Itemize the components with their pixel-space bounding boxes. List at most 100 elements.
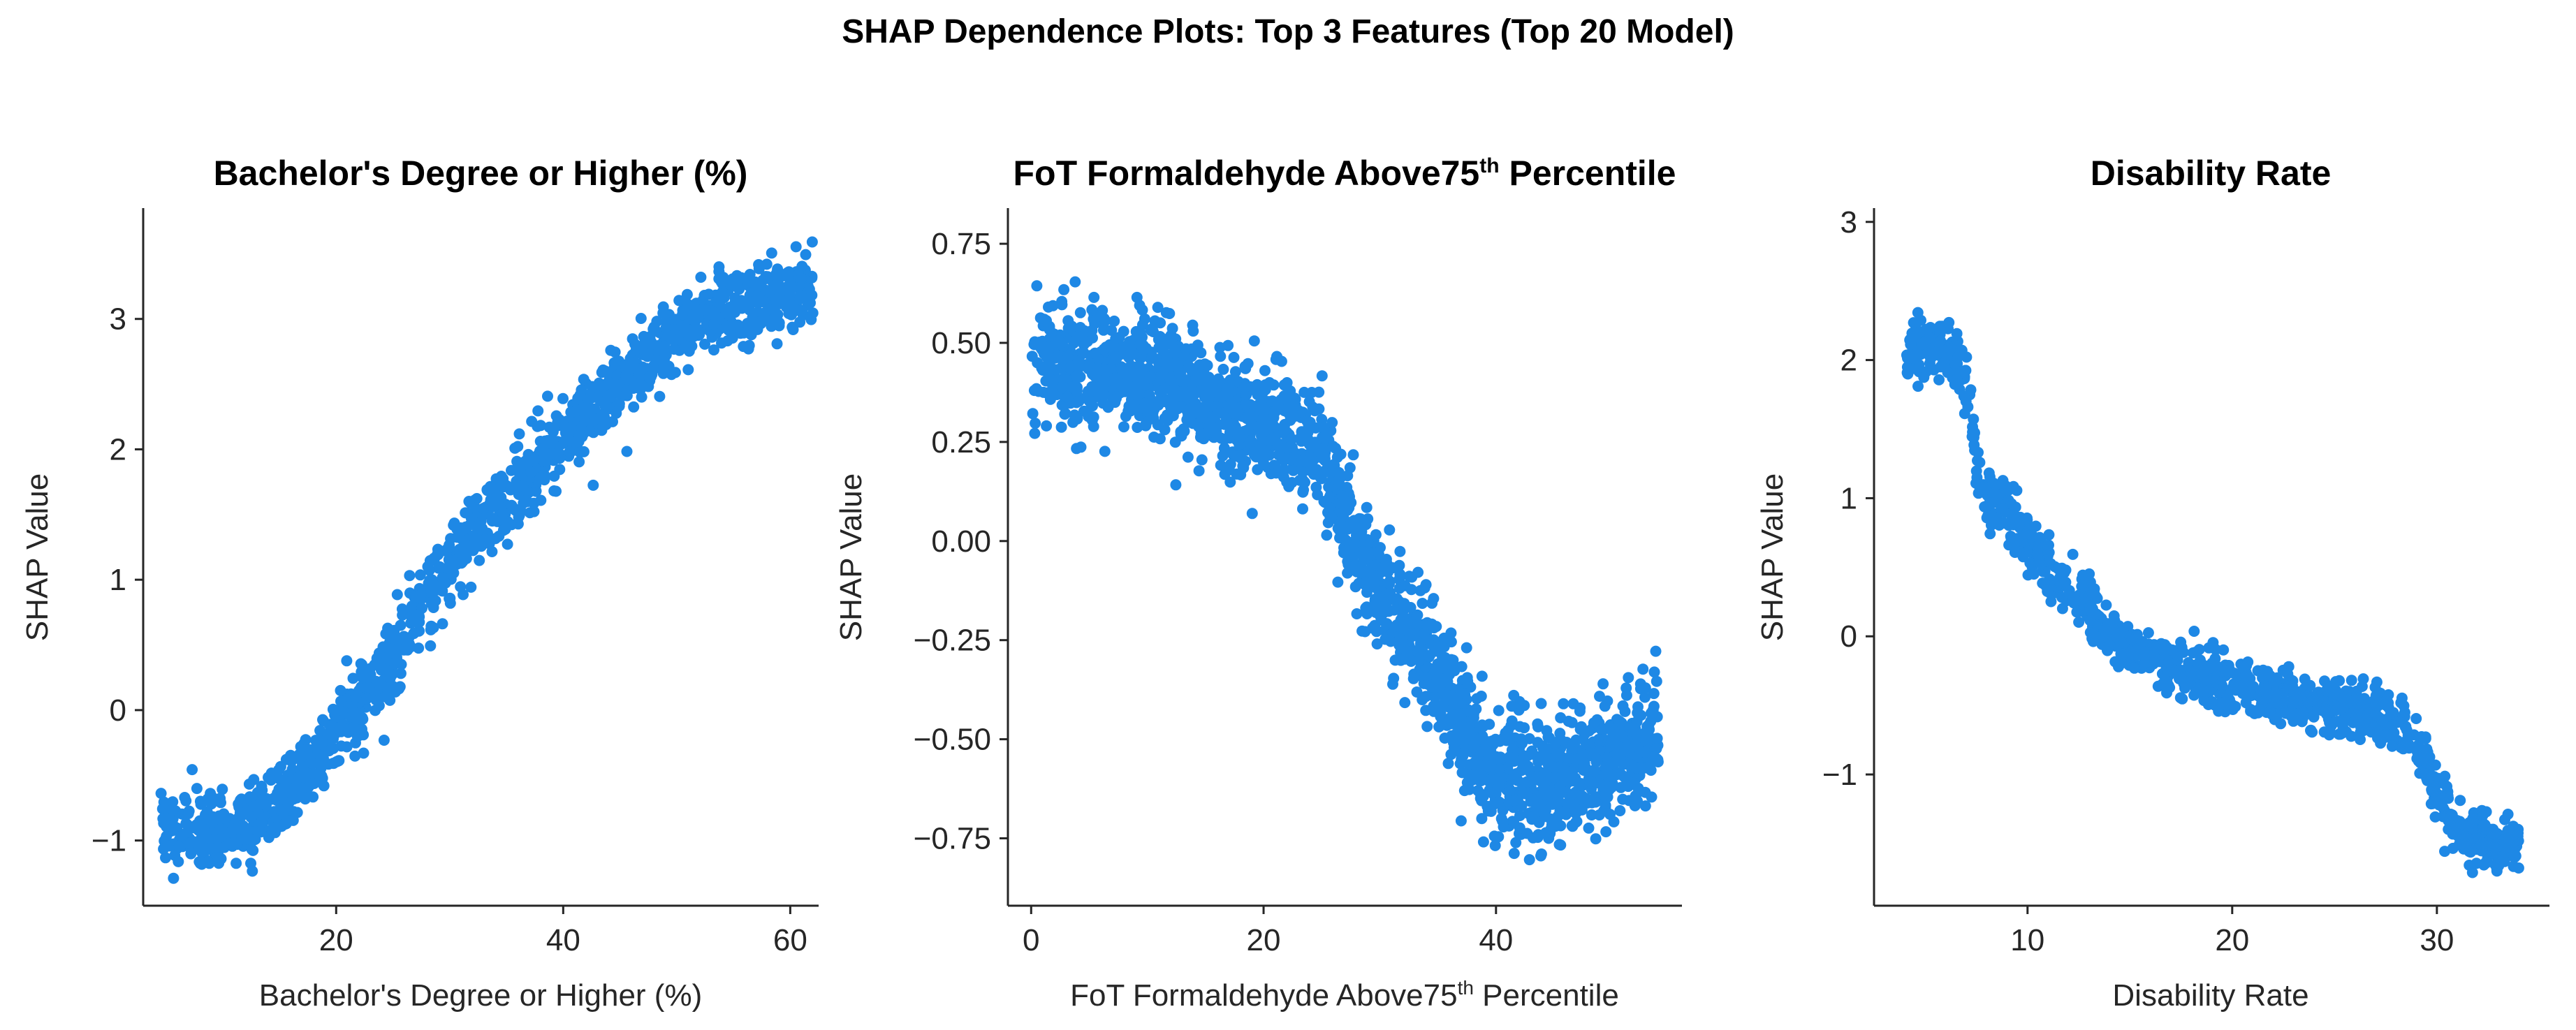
scatter-point [2475, 839, 2487, 851]
scatter-point [1380, 554, 1392, 565]
scatter-point [1031, 280, 1043, 292]
scatter-point [1618, 758, 1630, 770]
scatter-point [2479, 819, 2491, 831]
scatter-point [2257, 669, 2269, 681]
scatter-point [300, 734, 312, 746]
scatter-point [350, 712, 362, 724]
scatter-point [1275, 355, 1287, 367]
scatter-point [1106, 325, 1118, 336]
scatter-point [1237, 460, 1249, 472]
scatter-point [2252, 707, 2264, 719]
scatter-point [1156, 369, 1168, 381]
scatter-point [1218, 442, 1230, 454]
scatter-point [1494, 763, 1505, 774]
scatter-point [543, 421, 555, 433]
scatter-point [580, 402, 592, 413]
scatter-point [2454, 795, 2466, 807]
scatter-point [1645, 765, 1657, 776]
scatter-point [255, 826, 267, 838]
scatter-point [2371, 676, 2383, 688]
scatter-point [606, 388, 617, 400]
scatter-point [1463, 759, 1475, 771]
x-axis-label: FoT Formaldehyde Above75th Percentile [1070, 977, 1619, 1013]
scatter-point [1537, 775, 1549, 787]
scatter-point [2207, 637, 2219, 649]
scatter-point [1650, 645, 1662, 657]
scatter-point [1370, 626, 1382, 638]
scatter-point [1166, 385, 1178, 397]
scatter-point [1631, 762, 1643, 774]
scatter-point [699, 338, 710, 350]
scatter-point [1222, 390, 1234, 402]
scatter-point [2441, 781, 2453, 793]
scatter-point [1297, 406, 1309, 418]
scatter-point [1165, 374, 1177, 385]
scatter-point [1078, 347, 1090, 359]
scatter-point [1936, 323, 1948, 335]
y-tick-label: 0.75 [931, 227, 991, 261]
scatter-point [1458, 785, 1470, 797]
scatter-point [525, 466, 536, 478]
scatter-point [517, 480, 529, 492]
scatter-point [1215, 351, 1227, 362]
scatter-point [1327, 441, 1339, 453]
scatter-point [497, 473, 509, 485]
scatter-point [1219, 434, 1231, 445]
scatter-point [1387, 562, 1399, 574]
scatter-point [2357, 673, 2369, 685]
scatter-point [1561, 797, 1573, 809]
scatter-point [1516, 754, 1527, 766]
x-tick-label: 20 [319, 923, 353, 957]
scatter-point [1597, 678, 1609, 690]
scatter-point [2188, 626, 2200, 637]
scatter-point [1280, 393, 1291, 405]
scatter-point [1997, 503, 2009, 515]
scatter-point [2333, 728, 2345, 740]
scatter-point [732, 319, 744, 331]
scatter-point [2376, 715, 2388, 727]
scatter-point [2237, 688, 2248, 699]
scatter-point [1461, 672, 1473, 684]
scatter-point [1125, 343, 1137, 355]
scatter-point [1107, 338, 1119, 350]
scatter-point [1380, 598, 1391, 610]
scatter-point [1196, 454, 1208, 466]
scatter-point [1217, 363, 1229, 375]
scatter-point [1131, 291, 1143, 303]
scatter-point [1283, 480, 1295, 492]
scatter-point [1404, 628, 1416, 640]
scatter-point [415, 589, 427, 601]
scatter-point [1412, 609, 1424, 621]
scatter-point [2426, 783, 2438, 795]
scatter-point [1493, 705, 1505, 716]
scatter-point [2346, 730, 2357, 742]
scatter-point [2326, 717, 2338, 729]
scatter-point [1509, 795, 1521, 807]
scatter-point [1281, 377, 1293, 388]
scatter-point [2084, 615, 2096, 626]
scatter-point [610, 407, 622, 419]
scatter-point [1214, 341, 1226, 353]
y-tick-label: −0.25 [914, 624, 991, 658]
scatter-point [1257, 449, 1268, 460]
scatter-point [1182, 451, 1194, 463]
scatter-point [532, 405, 544, 417]
scatter-point [703, 288, 715, 300]
scatter-point [534, 472, 546, 484]
scatter-point [459, 534, 470, 546]
scatter-point [750, 279, 762, 291]
scatter-point [332, 704, 344, 716]
scatter-point [787, 324, 799, 335]
scatter-point [528, 506, 540, 517]
scatter-point [2005, 498, 2017, 510]
scatter-point [1180, 343, 1192, 355]
scatter-point [1033, 385, 1044, 397]
scatter-point [341, 741, 353, 753]
scatter-point [1388, 672, 1400, 684]
scatter-point [2141, 649, 2153, 661]
scatter-point [658, 340, 670, 352]
scatter-point [1555, 820, 1567, 832]
scatter-point [1074, 307, 1086, 318]
scatter-point [1326, 417, 1338, 429]
scatter-point [1584, 776, 1596, 788]
